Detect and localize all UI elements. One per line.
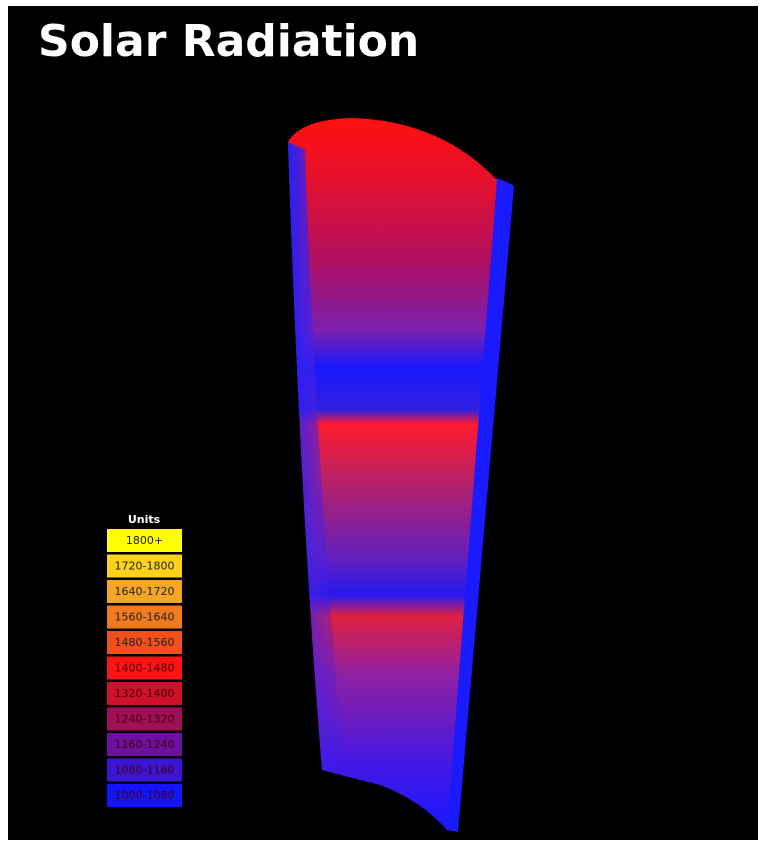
legend-title: Units xyxy=(128,513,161,526)
scene: Solar Radiation Units 1800+ 1720-1800 1640… xyxy=(0,0,765,846)
legend-label: 1640-1720 xyxy=(115,585,175,598)
title: Solar Radiation xyxy=(38,16,419,67)
legend-label: 1400-1480 xyxy=(115,662,175,675)
legend-label: 1320-1400 xyxy=(115,687,175,700)
legend-label: 1480-1560 xyxy=(115,636,175,649)
page: Solar Radiation Units 1800+ 1720-1800 1640… xyxy=(0,0,765,846)
legend-label: 1800+ xyxy=(126,534,163,547)
legend-label: 1240-1320 xyxy=(115,713,175,726)
legend-label: 1000-1080 xyxy=(115,789,175,802)
legend: Units 1800+ 1720-1800 1640-1720 1560-1640 14… xyxy=(107,513,182,807)
legend-label: 1560-1640 xyxy=(115,611,175,624)
legend-label: 1080-1160 xyxy=(115,764,175,777)
legend-label: 1720-1800 xyxy=(115,560,175,573)
legend-label: 1160-1240 xyxy=(115,738,175,751)
